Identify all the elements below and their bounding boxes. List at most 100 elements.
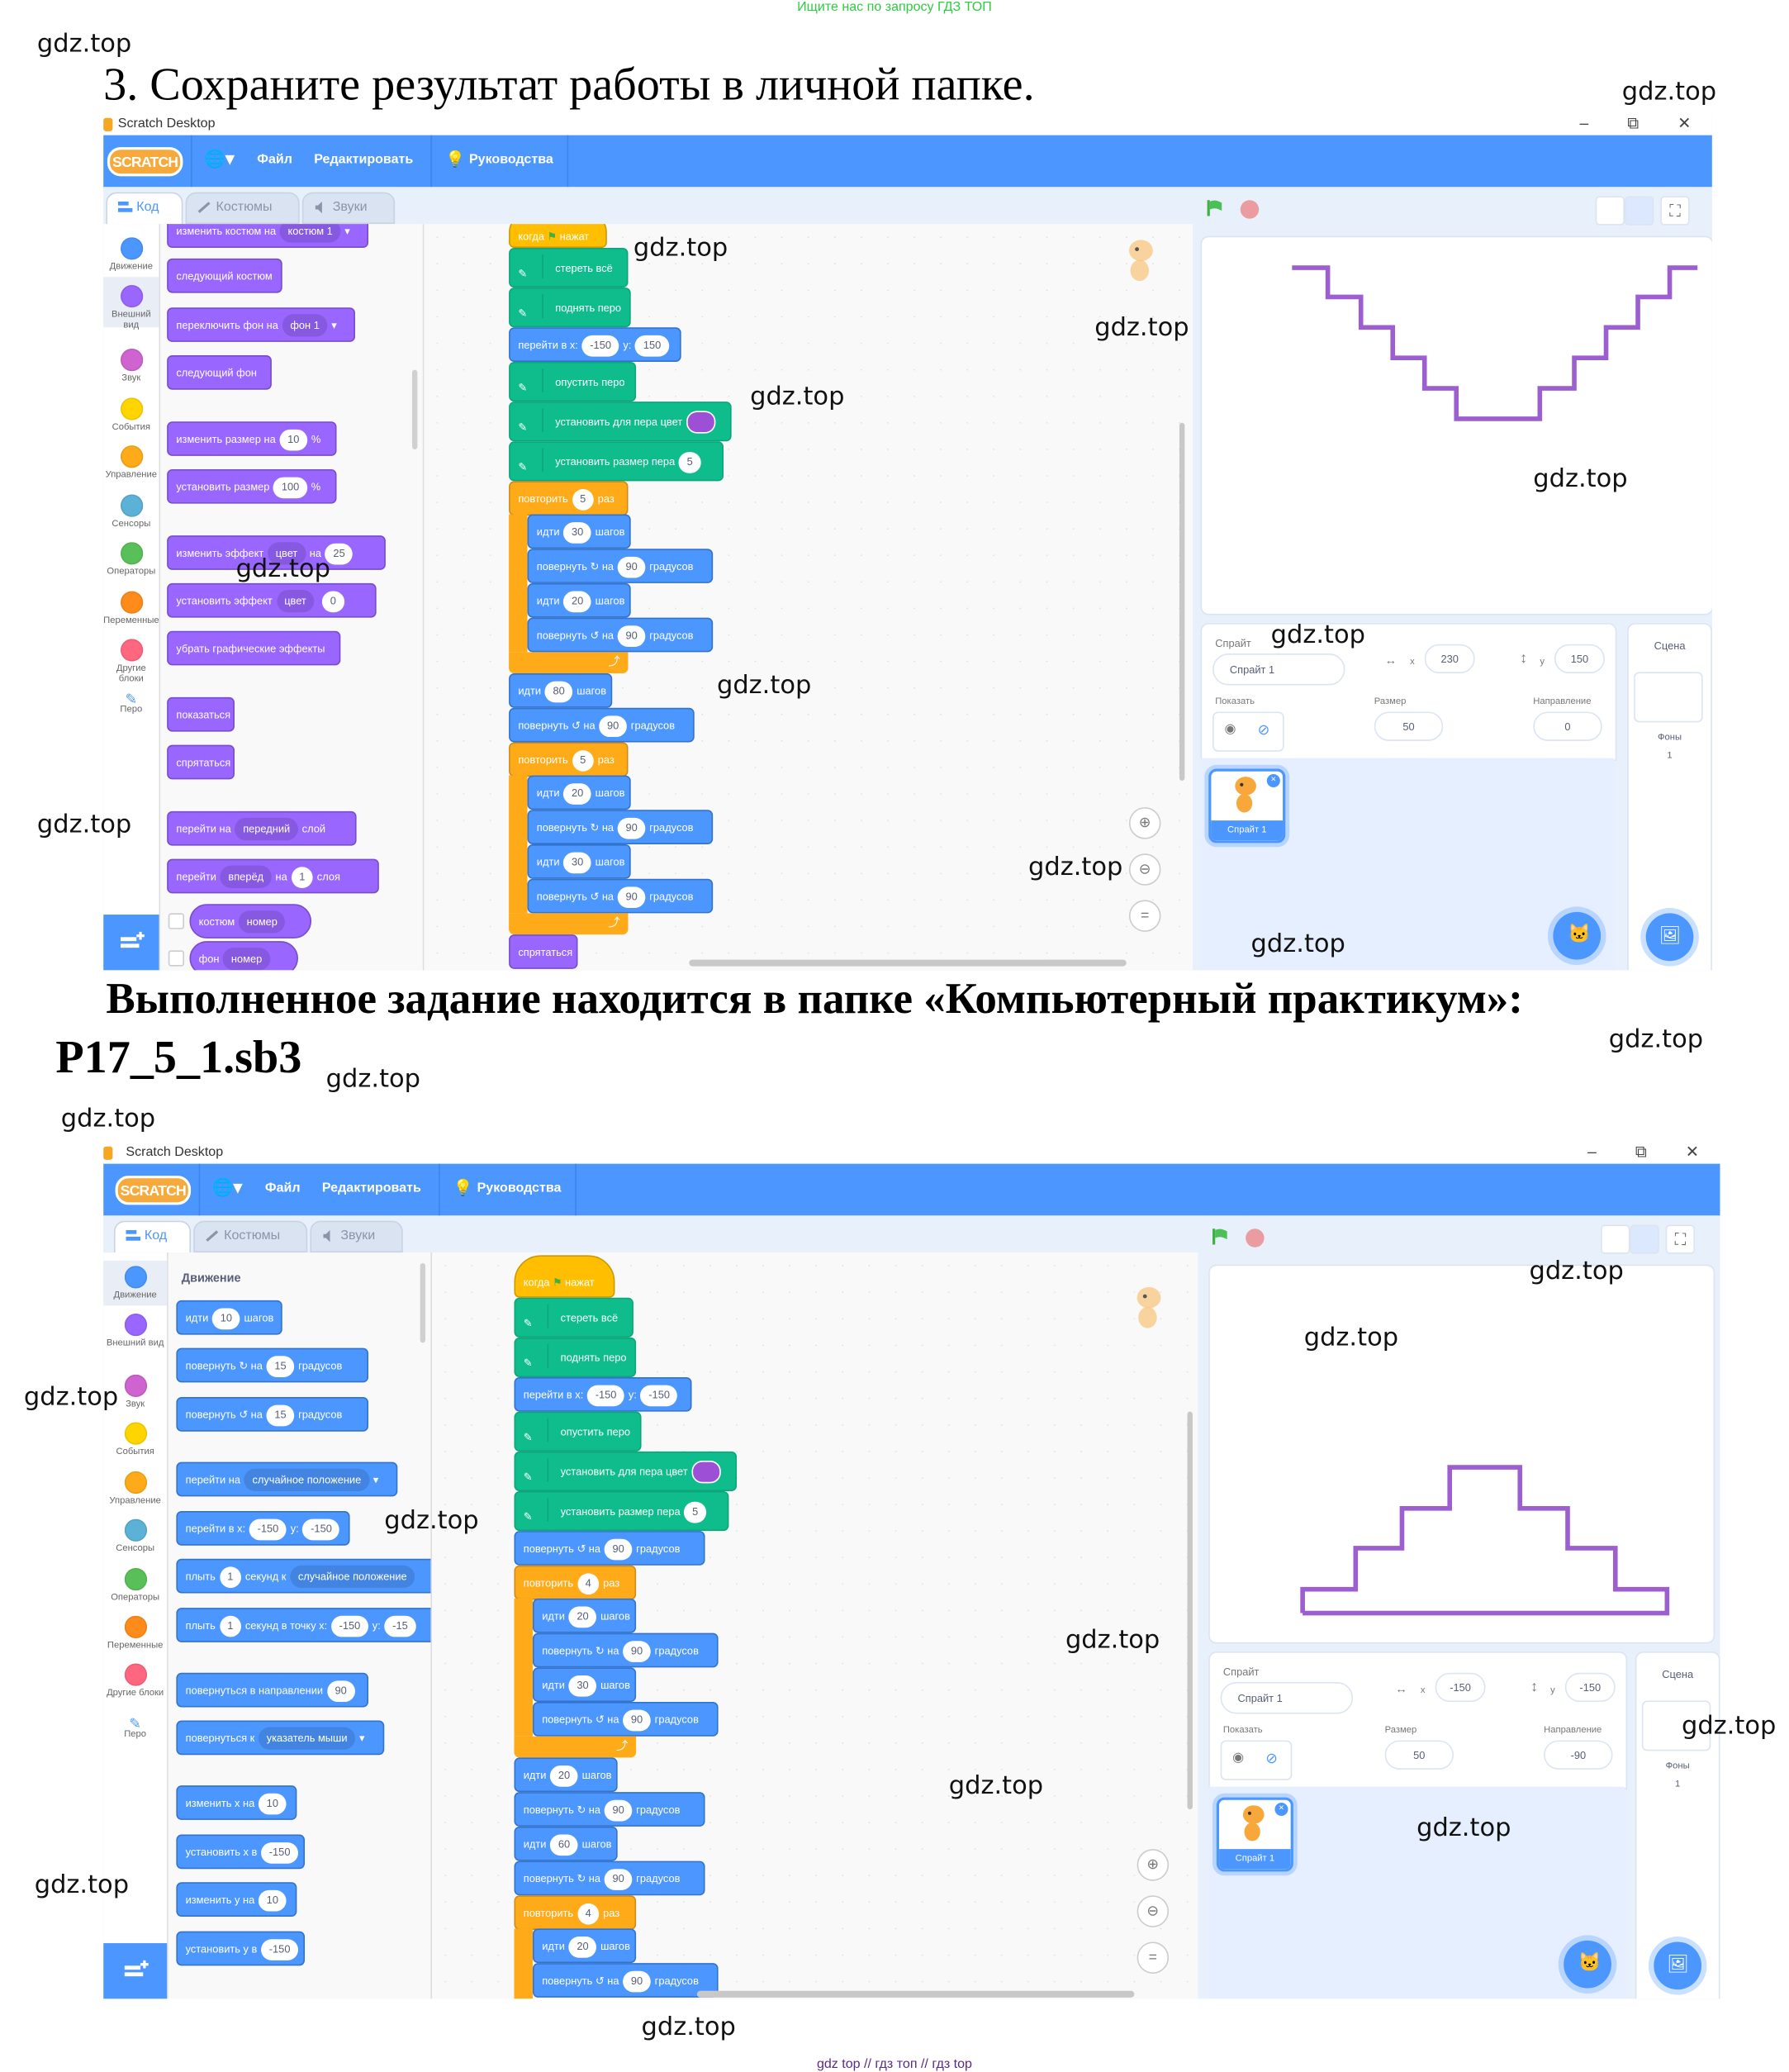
palette-block[interactable]: установить эффект цвет 0 bbox=[167, 582, 377, 618]
delete-sprite-icon[interactable]: × bbox=[1266, 773, 1280, 788]
backdrop-thumbnail[interactable] bbox=[1641, 1700, 1711, 1751]
palette-block[interactable]: перейти на случайное положение ▾ bbox=[176, 1461, 398, 1497]
set-pen-size-block[interactable]: ✎ установить размер пера 5 bbox=[509, 441, 724, 482]
code-workspace[interactable]: когда ⚑ нажат ✎ стереть всё ✎ поднять перо… bbox=[432, 1252, 1198, 1999]
small-stage-button[interactable] bbox=[1595, 196, 1625, 226]
hide-block[interactable]: спрятаться bbox=[509, 934, 578, 969]
sprite-thumbnail[interactable]: × Спрайт 1 bbox=[1216, 1797, 1293, 1872]
category-sound[interactable]: Звук bbox=[103, 348, 159, 384]
category-motion[interactable]: Движение bbox=[103, 1260, 168, 1306]
category-operators[interactable]: Операторы bbox=[103, 1568, 167, 1604]
workspace-vscrollbar[interactable] bbox=[1179, 422, 1185, 781]
turn-right-block[interactable]: повернуть ↻ на 90 градусов bbox=[514, 1792, 705, 1827]
zoom-in-button[interactable]: ⊕ bbox=[1137, 1849, 1170, 1881]
sprite-name-input[interactable]: Спрайт 1 bbox=[1212, 653, 1345, 686]
move-block[interactable]: идти 60 шагов bbox=[514, 1826, 618, 1861]
pen-up-block[interactable]: ✎ поднять перо bbox=[509, 288, 631, 328]
delete-sprite-icon[interactable]: × bbox=[1274, 1802, 1288, 1817]
workspace-vscrollbar[interactable] bbox=[1187, 1411, 1193, 1810]
sprite-thumbnail[interactable]: × Спрайт 1 bbox=[1208, 768, 1286, 844]
menu-tutorials[interactable]: Руководства bbox=[477, 1181, 562, 1196]
zoom-reset-button[interactable]: = bbox=[1137, 1941, 1170, 1974]
tab-code[interactable]: Код bbox=[106, 192, 183, 225]
turn-left-block[interactable]: повернуть ↺ на 90 градусов bbox=[514, 1531, 705, 1566]
size-input[interactable]: 50 bbox=[1374, 711, 1444, 741]
palette-block[interactable]: перейти на передний слой bbox=[167, 810, 357, 846]
menu-file[interactable]: Файл bbox=[264, 1181, 301, 1196]
palette-block[interactable]: перейти вперёд на 1 слоя bbox=[167, 858, 379, 894]
category-variables[interactable]: Переменные bbox=[103, 1615, 167, 1651]
add-extension-button[interactable] bbox=[103, 1943, 168, 1999]
pen-up-block[interactable]: ✎ поднять перо bbox=[514, 1337, 637, 1377]
turn-left-block[interactable]: повернуть ↺ на 90 градусов bbox=[532, 1702, 719, 1737]
fullscreen-button[interactable]: ⛶ bbox=[1665, 1224, 1696, 1254]
close-button[interactable]: ✕ bbox=[1685, 1142, 1699, 1162]
move-block[interactable]: идти 20 шагов bbox=[527, 582, 631, 618]
category-pen[interactable]: ✎ Перо bbox=[103, 692, 159, 716]
palette-reporter[interactable]: костюм номер bbox=[189, 904, 312, 939]
turn-left-block[interactable]: повернуть ↺ на 90 градусов bbox=[527, 878, 714, 914]
palette-scrollbar[interactable] bbox=[420, 1262, 426, 1343]
zoom-reset-button[interactable]: = bbox=[1128, 900, 1161, 932]
turn-right-block[interactable]: повернуть ↻ на 90 градусов bbox=[514, 1861, 705, 1896]
color-swatch[interactable] bbox=[691, 1461, 721, 1484]
turn-right-block[interactable]: повернуть ↻ на 90 градусов bbox=[532, 1632, 719, 1668]
palette-reporter[interactable]: фон номер bbox=[189, 941, 298, 971]
menu-edit[interactable]: Редактировать bbox=[321, 1181, 421, 1196]
palette-block[interactable]: спрятаться bbox=[167, 744, 235, 780]
scratch-logo[interactable]: SCRATCH bbox=[115, 1176, 192, 1205]
restore-button[interactable]: ⧉ bbox=[1627, 113, 1639, 133]
category-events[interactable]: События bbox=[103, 1422, 167, 1458]
repeat-block[interactable]: повторить 5 раз bbox=[509, 742, 629, 777]
stage-canvas[interactable] bbox=[1208, 1264, 1715, 1644]
move-block[interactable]: идти 20 шагов bbox=[532, 1928, 637, 1964]
palette-block[interactable]: идти 10 шагов bbox=[176, 1300, 282, 1335]
globe-icon[interactable]: 🌐▾ bbox=[211, 1176, 243, 1197]
direction-input[interactable]: 0 bbox=[1533, 711, 1602, 741]
when-flag-clicked-block[interactable]: когда ⚑ нажат bbox=[514, 1255, 615, 1298]
category-sensing[interactable]: Сенсоры bbox=[103, 1518, 167, 1555]
pen-down-block[interactable]: ✎ опустить перо bbox=[514, 1411, 642, 1452]
category-sensing[interactable]: Сенсоры bbox=[103, 494, 159, 530]
category-motion[interactable]: Движение bbox=[103, 237, 159, 273]
move-block[interactable]: идти 30 шагов bbox=[532, 1667, 637, 1703]
when-flag-clicked-block[interactable]: когда ⚑ нажат bbox=[509, 224, 607, 249]
palette-block[interactable]: изменить x на 10 bbox=[176, 1785, 297, 1820]
turn-left-block[interactable]: повернуть ↺ на 90 градусов bbox=[532, 1963, 719, 1998]
checkbox[interactable] bbox=[168, 913, 185, 929]
zoom-out-button[interactable]: ⊖ bbox=[1128, 853, 1161, 886]
category-looks[interactable]: Внешний вид bbox=[103, 277, 159, 330]
category-variables[interactable]: Переменные bbox=[103, 591, 159, 627]
close-button[interactable]: ✕ bbox=[1677, 113, 1692, 133]
repeat-block[interactable]: повторить 4 раз bbox=[514, 1895, 637, 1931]
move-block[interactable]: идти 30 шагов bbox=[527, 844, 631, 879]
set-pen-color-block[interactable]: ✎ установить для пера цвет bbox=[514, 1451, 738, 1491]
turn-right-block[interactable]: повернуть ↻ на 90 градусов bbox=[527, 810, 714, 845]
category-control[interactable]: Управление bbox=[103, 445, 159, 481]
add-sprite-button[interactable]: 🐱 bbox=[1553, 911, 1602, 960]
direction-input[interactable]: -90 bbox=[1544, 1740, 1613, 1770]
show-eye-icon[interactable]: ◉ bbox=[1224, 722, 1236, 738]
move-block[interactable]: идти 20 шагов bbox=[514, 1757, 618, 1793]
stage-canvas[interactable] bbox=[1200, 235, 1712, 615]
menu-tutorials[interactable]: Руководства bbox=[468, 152, 553, 168]
palette-block[interactable]: изменить размер на 10% bbox=[167, 421, 337, 456]
tab-code[interactable]: Код bbox=[113, 1220, 192, 1253]
move-block[interactable]: идти 20 шагов bbox=[527, 775, 631, 810]
repeat-block[interactable]: повторить 5 раз bbox=[509, 481, 629, 516]
hide-eye-icon[interactable]: ⊘ bbox=[1257, 722, 1270, 739]
show-eye-icon[interactable]: ◉ bbox=[1232, 1751, 1245, 1766]
hide-eye-icon[interactable]: ⊘ bbox=[1265, 1751, 1278, 1767]
set-pen-color-block[interactable]: ✎ установить для пера цвет bbox=[509, 402, 732, 442]
repeat-block[interactable]: повторить 4 раз bbox=[514, 1565, 637, 1600]
pen-clear-block[interactable]: ✎ стереть всё bbox=[509, 248, 629, 288]
palette-block[interactable]: следующий костюм bbox=[167, 258, 282, 293]
category-pen[interactable]: ✎ Перо bbox=[103, 1718, 167, 1741]
size-input[interactable]: 50 bbox=[1384, 1740, 1454, 1770]
goto-xy-block[interactable]: перейти в x: -150 y: 150 bbox=[509, 327, 681, 363]
category-control[interactable]: Управление bbox=[103, 1471, 167, 1507]
globe-icon[interactable]: 🌐▾ bbox=[204, 148, 235, 169]
category-my-blocks[interactable]: Другие блоки bbox=[103, 639, 159, 685]
green-flag-button[interactable] bbox=[1206, 199, 1224, 217]
goto-xy-block[interactable]: перейти в x: -150 y: -150 bbox=[514, 1376, 692, 1412]
